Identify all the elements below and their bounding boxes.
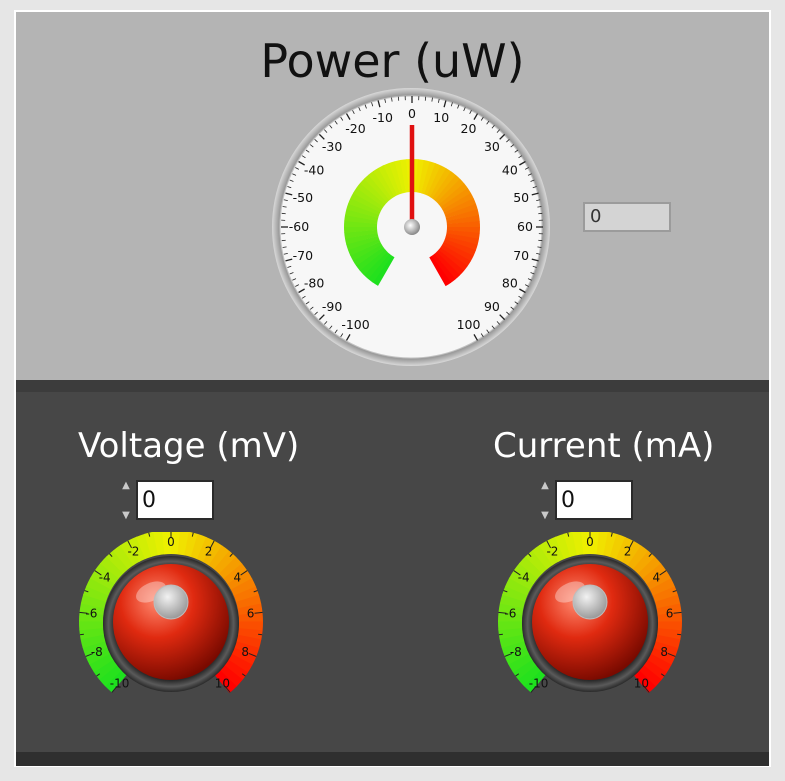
gauge-scale-label: 10 [433,110,449,125]
knob-scale-label: -6 [85,607,97,621]
power-gauge: -100 -90 -80 -70 -60 -50 -40 -30 -20 -10 0 10 20 30 40… [270,86,552,368]
voltage-knob[interactable]: -10 -8 -6 -4 -2 0 2 4 6 8 10 [72,530,272,712]
knob-scale-label: -10 [110,676,130,690]
knob-scale-label: -2 [546,544,558,558]
current-label: Current (mA) [493,426,715,466]
gauge-scale-label: 90 [484,299,500,314]
gauge-color-ramp [344,159,480,287]
knob-scale-label: -8 [510,645,522,659]
knob-scale-label: 4 [653,570,661,584]
gauge-scale-label: 60 [517,219,533,234]
knob-scale-label: 8 [241,645,249,659]
knob-scale-labels: -10 -8 -6 -4 -2 0 2 4 6 8 10 [504,535,673,690]
knob-scale-label: -6 [504,607,516,621]
gauge-scale-label: 80 [502,276,518,291]
gauge-scale-label: -30 [322,139,342,154]
knob-body[interactable] [532,564,648,680]
voltage-value-input[interactable]: 0 [136,480,214,520]
gauge-scale-label: -20 [345,121,365,136]
knob-scale-label: -2 [127,544,139,558]
gauge-scale-label: -90 [322,299,342,314]
knob-scale-label: 4 [234,570,242,584]
knob-body[interactable] [113,564,229,680]
knob-pointer[interactable] [572,584,608,620]
power-indicator: 0 [583,202,671,232]
knob-scale-label: 6 [247,607,255,621]
current-numeric-control: ▲ ▼ 0 [537,479,635,523]
knob-color-ramp [79,530,263,693]
gauge-scale-label: -70 [293,248,313,263]
knob-scale-label: -8 [91,645,103,659]
bottom-edge [16,752,769,766]
gauge-scale-label: 0 [408,106,416,121]
gauge-scale-label: 100 [457,317,481,332]
gauge-scale-label: 30 [484,139,500,154]
current-increment-icon[interactable]: ▲ [541,480,549,491]
gauge-scale-label: -60 [289,219,309,234]
knob-scale-labels: -10 -8 -6 -4 -2 0 2 4 6 8 10 [85,535,254,690]
gauge-scale-label: -80 [304,276,324,291]
voltage-numeric-control: ▲ ▼ 0 [118,479,216,523]
current-decrement-icon[interactable]: ▼ [541,510,549,521]
knob-scale-label: 2 [624,544,632,558]
gauge-scale-label: -10 [373,110,393,125]
knob-ticks [498,530,682,693]
voltage-decrement-icon[interactable]: ▼ [122,510,130,521]
gauge-scale-label: 40 [502,163,518,178]
knob-scale-label: -4 [99,570,111,584]
knob-scale-label: 0 [167,535,175,549]
knob-scale-label: 10 [215,676,230,690]
current-value-input[interactable]: 0 [555,480,633,520]
voltage-increment-icon[interactable]: ▲ [122,480,130,491]
gauge-scale-label: 20 [461,121,477,136]
voltage-label: Voltage (mV) [78,426,300,466]
gauge-scale-label: -100 [341,317,369,332]
knob-color-ramp [498,530,682,693]
gauge-scale-label: 50 [513,190,529,205]
gauge-hub [404,219,420,235]
knob-ticks [79,530,263,693]
knob-scale-label: 6 [666,607,674,621]
gauge-scale-label: -50 [293,190,313,205]
gauge-ticks [281,96,543,341]
current-knob[interactable]: -10 -8 -6 -4 -2 0 2 4 6 8 10 [491,530,691,712]
knob-scale-label: 0 [586,535,594,549]
gauge-scale-label: -40 [304,163,324,178]
power-title: Power (uW) [260,34,525,88]
knob-scale-label: -4 [518,570,530,584]
gauge-scale-labels: -100-90-80-70-60-50-40-30-20-10 0 10203040… [289,106,533,332]
knob-scale-label: 2 [205,544,213,558]
knob-scale-label: 10 [634,676,649,690]
gauge-scale-label: 70 [513,248,529,263]
current-spinner[interactable]: ▲ ▼ [537,479,553,523]
knob-scale-label: 8 [660,645,668,659]
section-divider [16,380,769,392]
knob-pointer[interactable] [153,584,189,620]
voltage-spinner[interactable]: ▲ ▼ [118,479,134,523]
knob-scale-label: -10 [529,676,549,690]
